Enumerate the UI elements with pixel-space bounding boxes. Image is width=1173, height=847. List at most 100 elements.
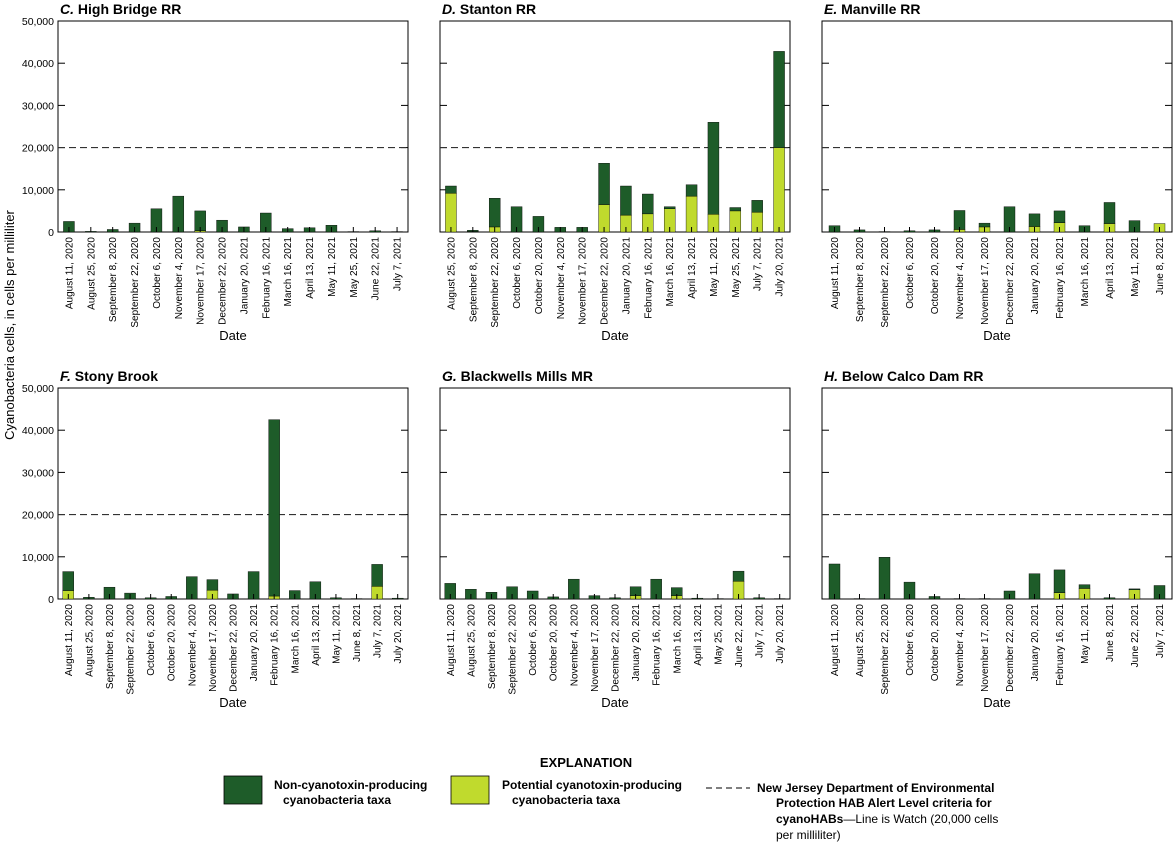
x-tick-label: October 20, 2020 xyxy=(167,604,178,682)
x-tick-label: July 20, 2021 xyxy=(393,604,404,664)
x-tick-label: October 20, 2020 xyxy=(549,604,560,682)
x-tick-label: August 11, 2020 xyxy=(830,604,841,677)
x-tick-label: March 16, 2021 xyxy=(665,237,676,307)
bar-non-toxin xyxy=(1053,569,1066,593)
x-tick-label: March 16, 2021 xyxy=(672,604,683,674)
legend-alert-line4: per milliliter) xyxy=(776,828,841,842)
legend-alert-watch: —Line is Watch (20,000 cells xyxy=(843,812,998,826)
bar-non-toxin xyxy=(206,579,219,591)
bar-non-toxin xyxy=(663,206,676,209)
y-tick-label: 30,000 xyxy=(22,467,54,479)
panel-name: Manville RR xyxy=(837,1,920,17)
panel-title: H. Below Calco Dam RR xyxy=(824,368,983,384)
x-tick-label: June 8, 2021 xyxy=(352,604,363,662)
x-tick-label: November 17, 2020 xyxy=(208,604,219,692)
x-tick-label: June 22, 2021 xyxy=(734,604,745,668)
bar-non-toxin xyxy=(1028,213,1041,227)
x-tick-label: September 22, 2020 xyxy=(126,604,137,695)
panel-letter: E. xyxy=(824,1,837,17)
x-tick-label: May 11, 2021 xyxy=(327,237,338,297)
bar-non-toxin xyxy=(371,564,383,587)
legend-alert-line3: cyanoHABs—Line is Watch (20,000 cells xyxy=(776,812,998,826)
plot-frame xyxy=(57,20,409,233)
bar-non-toxin xyxy=(953,210,966,230)
x-axis-title: Date xyxy=(983,695,1010,710)
x-tick-label: June 22, 2021 xyxy=(371,237,382,301)
chart-panel-2: E. Manville RR August 11, 2020 September 8… xyxy=(821,1,1173,343)
x-tick-label: October 6, 2020 xyxy=(512,237,523,309)
x-tick-label: July 7, 2021 xyxy=(753,237,764,291)
chart-panel-0: 0 10,000 20,000 30,000 40,000 50,000 C. High B… xyxy=(22,1,409,343)
plot-frame xyxy=(821,387,1173,600)
bar-non-toxin xyxy=(773,51,785,148)
x-tick-label: January 20, 2021 xyxy=(1030,604,1041,682)
panel-title: G. Blackwells Mills MR xyxy=(442,368,593,384)
x-tick-label: March 16, 2021 xyxy=(290,604,301,674)
legend-swatch-non-toxin xyxy=(223,775,263,805)
x-tick-label: October 6, 2020 xyxy=(905,237,916,309)
bar-non-toxin xyxy=(642,193,654,215)
x-tick-label: January 20, 2021 xyxy=(1030,237,1041,315)
bar-non-toxin xyxy=(978,222,991,228)
x-tick-label: November 17, 2020 xyxy=(590,604,601,692)
x-tick-label: September 8, 2020 xyxy=(468,237,479,322)
x-tick-label: July 7, 2021 xyxy=(393,237,404,291)
x-tick-label: May 11, 2021 xyxy=(331,604,342,664)
x-tick-label: May 25, 2021 xyxy=(349,237,360,298)
bar-non-toxin xyxy=(445,185,457,194)
panel-name: Stony Brook xyxy=(71,368,158,384)
x-tick-label: September 8, 2020 xyxy=(487,604,498,689)
y-tick-label: 0 xyxy=(48,227,54,239)
x-tick-label: August 11, 2020 xyxy=(446,604,457,677)
bar-toxin xyxy=(445,192,457,233)
x-tick-label: February 16, 2021 xyxy=(1055,604,1066,686)
x-tick-label: November 4, 2020 xyxy=(174,237,185,320)
panel-title: D. Stanton RR xyxy=(442,1,536,17)
bar-toxin xyxy=(685,195,698,233)
panel-letter: F. xyxy=(60,368,71,384)
plot-frame xyxy=(439,20,791,233)
panel-title: E. Manville RR xyxy=(824,1,920,17)
x-tick-label: November 17, 2020 xyxy=(980,237,991,325)
x-tick-label: August 25, 2020 xyxy=(86,237,97,310)
x-tick-label: September 22, 2020 xyxy=(880,237,891,328)
chart-panel-1: D. Stanton RR August 25, 2020 September 8,… xyxy=(439,1,791,343)
y-tick-label: 40,000 xyxy=(22,58,54,70)
x-tick-label: April 13, 2021 xyxy=(311,604,322,666)
legend-toxin-line1: Potential cyanotoxin-producing xyxy=(502,778,682,792)
x-tick-label: December 22, 2020 xyxy=(229,604,240,692)
panel-name: High Bridge RR xyxy=(74,1,181,17)
x-tick-label: September 22, 2020 xyxy=(508,604,519,695)
x-tick-label: December 22, 2020 xyxy=(1005,237,1016,325)
bar-non-toxin xyxy=(1078,584,1091,589)
panel-letter: D. xyxy=(442,1,456,17)
bar-non-toxin xyxy=(1103,202,1116,224)
panel-title: F. Stony Brook xyxy=(60,368,158,384)
y-tick-label: 10,000 xyxy=(22,552,54,564)
x-axis-title: Date xyxy=(219,328,246,343)
x-tick-label: September 22, 2020 xyxy=(880,604,891,695)
x-tick-label: January 20, 2021 xyxy=(631,604,642,682)
x-tick-label: September 8, 2020 xyxy=(105,604,116,689)
panel-name: Below Calco Dam RR xyxy=(838,368,983,384)
legend-alert-line1: New Jersey Department of Environmental xyxy=(757,781,994,795)
x-tick-label: July 7, 2021 xyxy=(755,604,766,658)
panel-name: Stanton RR xyxy=(456,1,536,17)
panel-letter: C. xyxy=(60,1,74,17)
y-axis-title: Cyanobacteria cells, in cells per millil… xyxy=(2,209,17,439)
x-tick-label: November 4, 2020 xyxy=(187,604,198,687)
x-tick-label: December 22, 2020 xyxy=(1005,604,1016,692)
x-tick-label: October 6, 2020 xyxy=(528,604,539,676)
x-tick-label: March 16, 2021 xyxy=(283,237,294,307)
x-tick-label: February 16, 2021 xyxy=(261,237,272,319)
bar-non-toxin xyxy=(620,185,632,216)
x-tick-label: February 16, 2021 xyxy=(1055,237,1066,319)
x-tick-label: August 25, 2020 xyxy=(84,604,95,677)
x-tick-label: July 20, 2021 xyxy=(775,604,786,664)
chart-panels: 0 10,000 20,000 30,000 40,000 50,000 C. High B… xyxy=(22,1,1173,710)
bar-non-toxin xyxy=(707,122,720,215)
legend-alert-line2: Protection HAB Alert Level criteria for xyxy=(776,796,992,810)
x-tick-label: February 16, 2021 xyxy=(270,604,281,686)
x-tick-label: April 13, 2021 xyxy=(1105,237,1116,299)
